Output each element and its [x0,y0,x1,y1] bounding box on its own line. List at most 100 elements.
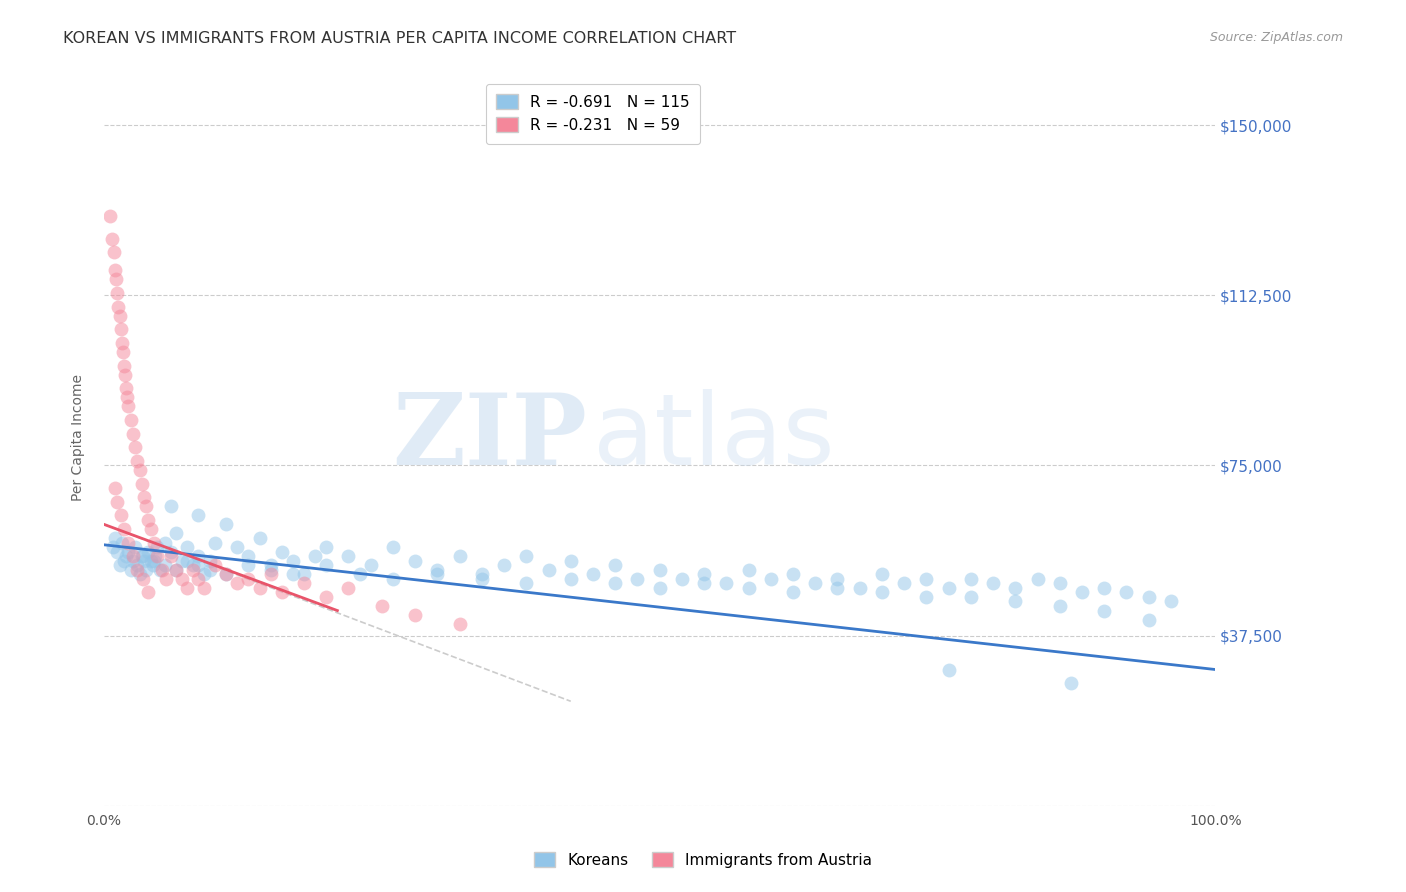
Point [759,572,782,586]
Point [693,576,716,591]
Point [115,381,138,395]
Point [148,563,170,577]
Point [122,554,145,568]
Point [238,572,260,586]
Point [648,563,671,577]
Point [848,581,870,595]
Point [1004,594,1026,608]
Point [117,400,139,414]
Point [381,540,404,554]
Point [101,540,124,554]
Point [143,554,166,568]
Point [143,535,166,549]
Point [104,531,127,545]
Point [153,558,176,573]
Point [165,563,187,577]
Point [193,567,215,582]
Point [115,549,138,563]
Point [671,572,693,586]
Point [204,558,226,573]
Point [108,558,131,573]
Point [782,567,804,582]
Point [1137,613,1160,627]
Point [165,526,187,541]
Point [124,440,146,454]
Point [122,549,145,563]
Point [181,558,204,573]
Point [138,513,160,527]
Point [198,554,221,568]
Point [337,549,360,563]
Point [315,540,337,554]
Point [304,549,326,563]
Point [315,590,337,604]
Point [315,558,337,573]
Point [737,581,759,595]
Point [560,572,582,586]
Point [138,585,160,599]
Point [176,581,198,595]
Point [281,567,304,582]
Point [337,581,360,595]
Point [870,585,893,599]
Point [176,540,198,554]
Point [108,309,131,323]
Point [127,454,149,468]
Point [238,558,260,573]
Point [150,563,173,577]
Point [104,263,127,277]
Point [449,549,471,563]
Point [494,558,516,573]
Point [131,549,153,563]
Point [112,554,135,568]
Point [404,554,426,568]
Point [138,544,160,558]
Point [249,581,271,595]
Point [132,554,155,568]
Point [960,572,983,586]
Point [142,558,165,573]
Point [193,581,215,595]
Point [1137,590,1160,604]
Point [449,617,471,632]
Point [626,572,648,586]
Point [131,476,153,491]
Point [139,554,162,568]
Point [471,572,494,586]
Point [132,490,155,504]
Point [181,563,204,577]
Point [515,549,537,563]
Point [804,576,827,591]
Point [215,567,238,582]
Point [128,463,150,477]
Point [260,563,283,577]
Point [215,517,238,532]
Point [426,567,449,582]
Point [111,535,134,549]
Point [143,549,166,563]
Point [176,554,198,568]
Point [270,585,292,599]
Point [105,494,128,508]
Point [165,563,187,577]
Point [471,567,494,582]
Point [146,540,169,554]
Point [105,272,128,286]
Point [582,567,605,582]
Point [404,608,426,623]
Point [915,590,938,604]
Point [105,286,128,301]
Point [938,663,960,677]
Point [132,572,155,586]
Point [98,209,121,223]
Point [281,554,304,568]
Y-axis label: Per Capita Income: Per Capita Income [72,374,86,500]
Point [170,554,193,568]
Point [1160,594,1182,608]
Point [103,245,125,260]
Legend: Koreans, Immigrants from Austria: Koreans, Immigrants from Austria [527,846,879,873]
Point [110,322,132,336]
Text: KOREAN VS IMMIGRANTS FROM AUSTRIA PER CAPITA INCOME CORRELATION CHART: KOREAN VS IMMIGRANTS FROM AUSTRIA PER CA… [63,31,737,46]
Point [117,390,139,404]
Legend: R = -0.691   N = 115, R = -0.231   N = 59: R = -0.691 N = 115, R = -0.231 N = 59 [485,84,700,144]
